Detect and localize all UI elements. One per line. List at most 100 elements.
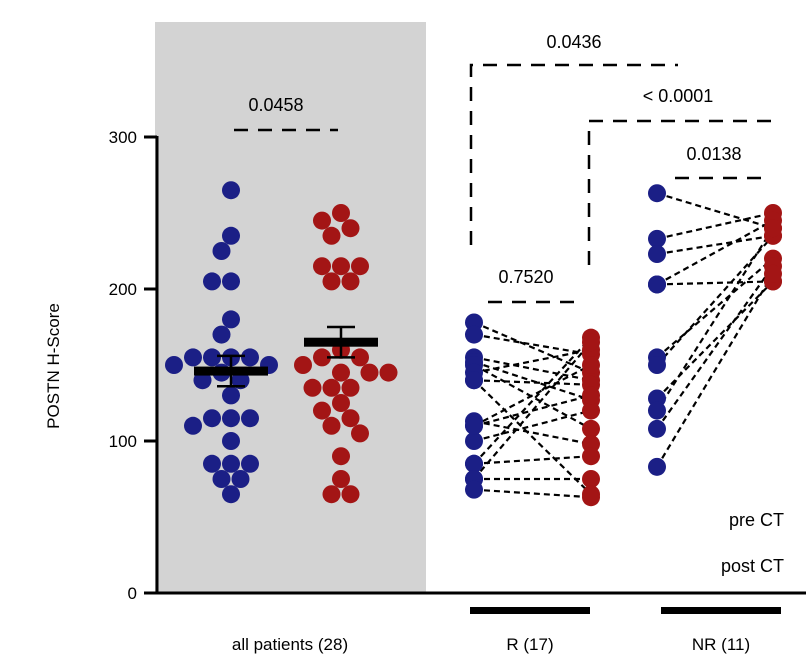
legend-post-ct: post CT	[721, 556, 784, 576]
all-pre-mean-bar	[194, 366, 268, 376]
R-pre-point	[465, 432, 483, 450]
all-post-point	[379, 363, 398, 382]
all-pre-point	[165, 356, 183, 374]
all-pre-point	[222, 409, 240, 428]
all-post-point	[322, 416, 341, 435]
R-pre-point	[465, 454, 483, 473]
all-patients-shaded-panel	[155, 22, 426, 593]
group-label-NR: NR (11)	[692, 635, 750, 654]
pair-lines-layer	[473, 192, 774, 499]
NR-pair-line	[656, 265, 774, 430]
all-post-point	[303, 378, 322, 397]
all-pre-point	[231, 470, 250, 488]
NR-pre-point	[648, 275, 666, 294]
all-pre-point	[222, 272, 240, 291]
all-post-point	[332, 470, 350, 488]
mean-bars-layer	[194, 325, 378, 388]
legend-pre-ct: pre CT	[729, 510, 784, 530]
all-pre-point	[222, 310, 240, 329]
all-post-point	[341, 378, 360, 397]
all-pre-point	[241, 348, 259, 367]
pvalue-R: 0.7520	[498, 267, 553, 287]
y-axis-label: POSTN H-Score	[44, 303, 63, 429]
all-post-point	[313, 257, 331, 276]
all-post-point	[294, 356, 312, 374]
pvalue-NR: 0.0138	[686, 144, 741, 164]
y-tick-label: 300	[109, 128, 137, 147]
NR-post-point	[764, 219, 782, 238]
NR-pair-line	[656, 227, 774, 412]
R-pair-line	[473, 394, 592, 427]
R-pair-line	[473, 356, 592, 382]
all-pre-point	[212, 325, 231, 344]
NR-pre-point	[648, 245, 666, 264]
all-post-point	[313, 348, 331, 367]
R-pre-point	[465, 416, 483, 435]
all-post-point	[332, 363, 350, 382]
all-pre-point	[222, 181, 240, 200]
NR-post-point	[764, 264, 782, 283]
all-pre-point	[231, 371, 250, 390]
NR-pre-point	[648, 419, 666, 438]
all-post-point	[332, 204, 350, 222]
all-post-point	[360, 363, 379, 382]
y-tick-label: 200	[109, 280, 137, 299]
R-pair-line	[473, 420, 592, 446]
R-pair-line	[473, 364, 592, 427]
all-post-point	[322, 226, 341, 245]
R-post-point	[582, 401, 600, 420]
all-post-point	[332, 447, 350, 466]
R-pair-line	[473, 409, 592, 443]
all-pre-point	[203, 348, 221, 367]
NR-pair-line	[656, 280, 774, 400]
all-post-point	[313, 401, 331, 420]
all-pre-point	[184, 348, 202, 367]
R-post-point	[582, 470, 600, 488]
points-layer	[165, 181, 782, 507]
pvalue-R-vs-NR-post: < 0.0001	[643, 86, 714, 106]
NR-pair-line	[656, 273, 774, 468]
all-post-point	[332, 257, 350, 276]
NR-pre-point	[648, 457, 666, 476]
NR-pre-point	[648, 356, 666, 374]
R-post-point	[582, 356, 600, 374]
all-pre-point	[203, 454, 221, 473]
R-pre-point	[465, 371, 483, 390]
group-label-R: R (17)	[506, 635, 553, 654]
all-pre-point	[184, 416, 202, 435]
all-post-point	[341, 485, 360, 504]
R-pair-line	[473, 336, 592, 465]
all-pre-point	[222, 226, 240, 245]
NR-group-bar	[661, 607, 781, 614]
NR-pre-point	[648, 401, 666, 420]
R-pre-point	[465, 325, 483, 344]
all-post-point	[322, 272, 341, 291]
all-pre-point	[193, 371, 212, 390]
R-pair-line	[473, 360, 592, 402]
NR-pair-line	[656, 280, 774, 286]
all-pre-point	[222, 485, 240, 504]
R-post-point	[582, 447, 600, 466]
R-post-point	[582, 485, 600, 504]
all-post-point	[351, 348, 369, 367]
y-ticks-layer: 0 100 200 300	[109, 128, 157, 603]
NR-pre-point	[648, 184, 666, 203]
all-post-mean-bar	[304, 337, 378, 347]
group-label-all-patients: all patients (28)	[232, 635, 348, 654]
y-tick-label: 0	[128, 584, 137, 603]
R-pair-line	[473, 364, 592, 430]
R-pre-point	[465, 480, 483, 499]
all-post-point	[332, 394, 350, 412]
NR-pair-line	[656, 234, 774, 256]
R-post-point	[582, 419, 600, 438]
all-post-point	[341, 272, 360, 291]
NR-pair-line	[656, 211, 774, 240]
all-post-point	[351, 257, 369, 276]
all-post-point	[341, 219, 360, 238]
R-post-point	[582, 333, 600, 352]
R-post-point	[582, 386, 600, 405]
R-pair-line	[473, 321, 592, 374]
all-pre-point	[203, 409, 221, 428]
all-pre-point	[203, 272, 221, 291]
all-pre-point	[212, 470, 231, 488]
